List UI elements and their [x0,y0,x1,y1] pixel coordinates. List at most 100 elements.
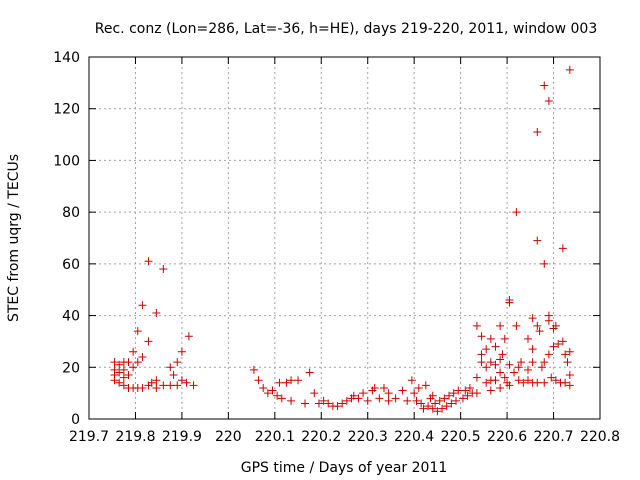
data-point [561,350,570,359]
data-point [537,363,546,372]
data-point [129,347,138,356]
data-point [428,404,437,413]
data-point [491,342,500,351]
data-point [403,396,412,405]
data-point [482,378,491,387]
data-point [144,337,153,346]
data-point [133,358,142,367]
data-point [523,376,532,385]
data-point [159,381,168,390]
data-point [169,371,178,380]
data-point [310,389,319,398]
data-point [505,298,514,307]
data-point [477,350,486,359]
data-point [133,327,142,336]
data-point [254,376,263,385]
x-axis-label: GPS time / Days of year 2011 [241,460,448,476]
data-point [410,389,419,398]
data-point [544,350,553,359]
data-point [561,378,570,387]
data-point [333,402,342,411]
data-point [496,321,505,330]
data-point [138,301,147,310]
data-point [558,337,567,346]
data-point [540,259,549,268]
data-point [152,376,161,385]
y-axis-label: STEC from uqrg / TECUs [6,154,22,322]
data-point [159,265,168,274]
data-point [445,391,454,400]
data-point [523,365,532,374]
x-tick-label: 220 [215,429,242,445]
data-point [259,383,268,392]
y-tick-label: 0 [71,412,80,428]
data-point [414,383,423,392]
data-point [461,386,470,395]
data-point [129,363,138,372]
data-point [319,396,328,405]
data-point [152,383,161,392]
data-point [435,396,444,405]
data-point [152,308,161,317]
data-point [110,358,119,367]
data-point [442,402,451,411]
data-point [433,407,442,416]
data-point [301,399,310,408]
data-point [412,396,421,405]
data-point [177,347,186,356]
data-point [375,394,384,403]
data-point [182,378,191,387]
data-point [314,399,323,408]
data-point [551,321,560,330]
data-point [551,376,560,385]
data-point [544,316,553,325]
data-point [472,389,481,398]
data-point [115,378,124,387]
data-point [533,236,542,245]
data-point [533,378,542,387]
y-tick-label: 40 [62,309,80,325]
data-point [477,358,486,367]
data-point [384,396,393,405]
y-tick-label: 20 [62,360,80,376]
data-point [110,376,119,385]
x-tick-label: 220.8 [580,429,620,445]
data-point [519,378,528,387]
data-point [565,65,574,74]
data-point [472,373,481,382]
data-point [544,96,553,105]
data-point [294,376,303,385]
y-tick-label: 120 [53,102,80,118]
data-point [184,332,193,341]
data-point [523,334,532,343]
data-point [370,383,379,392]
data-point [535,327,544,336]
data-point [496,383,505,392]
x-tick-label: 220.5 [441,429,481,445]
data-point [496,368,505,377]
x-tick-label: 219.9 [162,429,202,445]
data-point [491,360,500,369]
data-point [342,396,351,405]
data-point [512,321,521,330]
data-point [282,378,291,387]
data-point [517,358,526,367]
y-tick-label: 80 [62,205,80,221]
data-point [398,386,407,395]
data-point [324,399,333,408]
data-point [486,334,495,343]
data-point [491,376,500,385]
data-point [249,365,258,374]
y-tick-labels: 0 20 40 60 80 100 120 140 [53,50,80,428]
data-point [119,365,128,374]
x-tick-label: 220.2 [301,429,341,445]
data-point [565,381,574,390]
data-point [275,378,284,387]
data-point [533,127,542,136]
data-point [384,389,393,398]
data-point [558,244,567,253]
data-point [305,368,314,377]
data-point [138,383,147,392]
data-point [547,373,556,382]
data-point [119,373,128,382]
